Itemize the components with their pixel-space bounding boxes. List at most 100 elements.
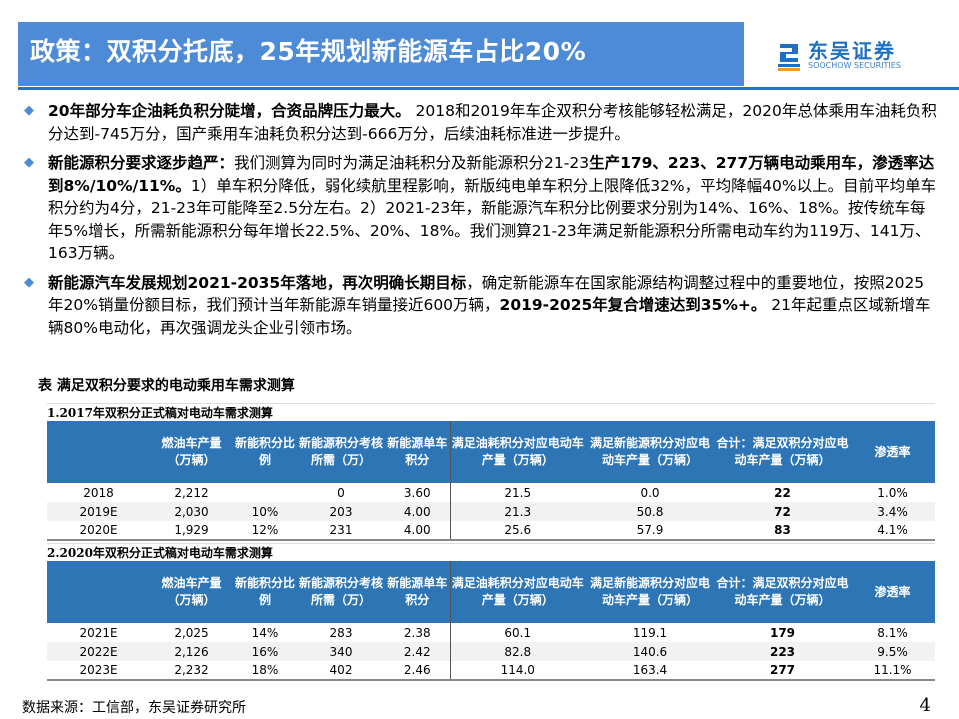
bullet-bold: 生产179、223、277万辆电动乘用车，渗透率达到8%/10%/11%。 (48, 154, 935, 195)
table-cell: 223 (715, 642, 850, 661)
table-cell: 8.1% (877, 625, 908, 640)
table-row: 2018 2,212 0 3.60 21.5 0.0 22 1.0% (47, 483, 935, 502)
table-cell: 283 (329, 625, 353, 640)
bullet-bold: 新能源积分要求逐步趋严： (48, 154, 235, 172)
page-number: 4 (919, 695, 931, 716)
column-header: 新能积分比例 (233, 561, 297, 623)
table-cell: 231 (297, 521, 385, 541)
table-cell: 163.4 (585, 661, 715, 681)
bullet-item: ◆ 20年部分车企油耗负积分陡增，合资品牌压力最大。 2018和2019年车企双积… (22, 100, 937, 145)
table-cell: 2019E (47, 502, 150, 521)
table-cell: 2023E (47, 661, 150, 681)
data-table-2017: 1.2017年双积分正式稿对电动车需求测算 燃油车产量（万辆） 新能积分比例 新能源积… (47, 403, 935, 541)
bullet-text: 我们测算为同时为满足油耗积分及新能源积分21-23 (234, 154, 590, 172)
table-cell: 1.0% (877, 485, 908, 500)
table-cell: 179 (769, 625, 796, 640)
table-cell (233, 483, 297, 502)
table-cell: 57.9 (585, 521, 715, 541)
bullet-text: 2018和2019年车企双积分考核能够轻松满足，2020年总体乘用车油耗负积分达… (48, 102, 937, 143)
column-header: 合计：满足双积分对应电动车产量（万辆） (715, 421, 850, 483)
table-cell: 82.8 (450, 642, 585, 661)
column-header: 新能源单车积分 (385, 561, 451, 623)
table-cell: 114.0 (450, 661, 585, 681)
column-header: 满足新能源积分对应电动车产量（万辆） (585, 561, 715, 623)
table-cell: 21.3 (450, 502, 585, 521)
table-cell: 2020E (47, 521, 150, 541)
table-cell: 11.1% (850, 661, 935, 681)
table-cell: 277 (715, 661, 850, 681)
bullet-text: ，确定新能源车在国家能源结构调整过程中的重要地位，按照2025年20%销量份额目… (48, 273, 925, 315)
diamond-bullet-icon: ◆ (24, 155, 34, 170)
table-subtitle: 1.2017年双积分正式稿对电动车需求测算 (47, 403, 935, 421)
table-caption: 表 满足双积分要求的电动乘用车需求测算 (38, 378, 295, 394)
table-cell: 0.0 (640, 485, 660, 500)
column-header: 燃油车产量（万辆） (150, 561, 233, 623)
table-cell: 3.4% (850, 502, 935, 521)
table-cell: 72 (715, 502, 850, 521)
slide-title: 政策：双积分托底，25年规划新能源车占比20% (18, 22, 744, 86)
diamond-bullet-icon: ◆ (24, 103, 34, 118)
header-divider (18, 87, 959, 90)
column-header: 渗透率 (850, 561, 935, 623)
column-header: 满足油耗积分对应电动车产量（万辆） (450, 421, 585, 483)
logo-cn: 东吴证券 (808, 39, 896, 63)
table-cell: 203 (297, 502, 385, 521)
table-cell: 2018 (83, 485, 114, 500)
table-row: 2023E 2,232 18% 402 2.46 114.0 163.4 277 11.1% (47, 661, 935, 681)
bullet-bold: 2019-2025年复合增速达到35%+。 (499, 296, 767, 314)
table-cell: 2022E (47, 642, 150, 661)
table-cell: 16% (233, 642, 297, 661)
table-cell: 4.1% (850, 521, 935, 541)
table-cell: 3.60 (385, 483, 451, 502)
logo-en: SOOCHOW SECURITIES (808, 61, 901, 70)
table-cell: 2.42 (385, 642, 451, 661)
column-header: 满足油耗积分对应电动车产量（万辆） (450, 561, 585, 623)
table-cell: 83 (715, 521, 850, 541)
table-cell: 340 (297, 642, 385, 661)
column-header (47, 561, 150, 623)
table-cell: 140.6 (585, 642, 715, 661)
bullet-bold: 20年部分车企油耗负积分陡增，合资品牌压力最大。 (48, 102, 411, 120)
bullet-text: 1）单车积分降低，弱化续航里程影响，新版纯电单车积分上限降低32%，平均降幅40… (48, 176, 937, 263)
table-cell: 2.38 (385, 623, 451, 642)
column-header: 合计：满足双积分对应电动车产量（万辆） (715, 561, 850, 623)
table-cell: 25.6 (450, 521, 585, 541)
table-cell: 4.00 (385, 502, 451, 521)
table-row: 2019E 2,030 10% 203 4.00 21.3 50.8 72 3.4% (47, 502, 935, 521)
column-header (47, 421, 150, 483)
table-cell: 12% (233, 521, 297, 541)
bullet-bold: 新能源汽车发展规划2021-2035年落地，再次明确长期目标 (48, 273, 467, 292)
table-cell: 0 (337, 485, 345, 500)
table-cell: 1,929 (150, 521, 233, 541)
table-subtitle: 2.2020年双积分正式稿对电动车需求测算 (47, 543, 935, 561)
column-header: 新能源积分考核所需（万） (297, 561, 385, 623)
data-table-2020: 2.2020年双积分正式稿对电动车需求测算 燃油车产量（万辆） 新能积分比例 新能源积… (47, 543, 935, 681)
diamond-bullet-icon: ◆ (24, 274, 34, 290)
table-cell: 2,025 (174, 625, 209, 640)
column-header: 满足新能源积分对应电动车产量（万辆） (585, 421, 715, 483)
table-cell: 402 (297, 661, 385, 681)
table-row: 2021E 2,025 14% 283 2.38 60.1 119.1 179 8.1% (47, 623, 935, 642)
source-note: 数据来源：工信部，东吴证券研究所 (22, 700, 246, 716)
table-cell: 18% (233, 661, 297, 681)
bullet-item: ◆ 新能源汽车发展规划2021-2035年落地，再次明确长期目标，确定新能源车在国… (22, 272, 937, 340)
logo-mark-icon (776, 40, 802, 72)
table-cell: 2.46 (385, 661, 451, 681)
table-cell: 22 (774, 485, 791, 500)
table-cell: 2,030 (150, 502, 233, 521)
table-cell: 2021E (79, 625, 118, 640)
column-header: 新能源积分考核所需（万） (297, 421, 385, 483)
table-cell: 21.5 (504, 485, 532, 500)
table-row: 2022E 2,126 16% 340 2.42 82.8 140.6 223 9.5% (47, 642, 935, 661)
bullet-item: ◆ 新能源积分要求逐步趋严：我们测算为同时为满足油耗积分及新能源积分21-23生产… (22, 152, 937, 265)
company-logo: 东吴证券 SOOCHOW SECURITIES (776, 40, 901, 72)
table-cell: 10% (233, 502, 297, 521)
column-header: 新能积分比例 (233, 421, 297, 483)
table-cell: 2,212 (174, 485, 209, 500)
table-cell: 60.1 (504, 625, 532, 640)
table-row: 2020E 1,929 12% 231 4.00 25.6 57.9 83 4.1% (47, 521, 935, 541)
bullet-list: ◆ 20年部分车企油耗负积分陡增，合资品牌压力最大。 2018和2019年车企双积… (22, 100, 937, 346)
table-cell: 9.5% (850, 642, 935, 661)
column-header: 燃油车产量（万辆） (150, 421, 233, 483)
table-cell: 2,232 (150, 661, 233, 681)
